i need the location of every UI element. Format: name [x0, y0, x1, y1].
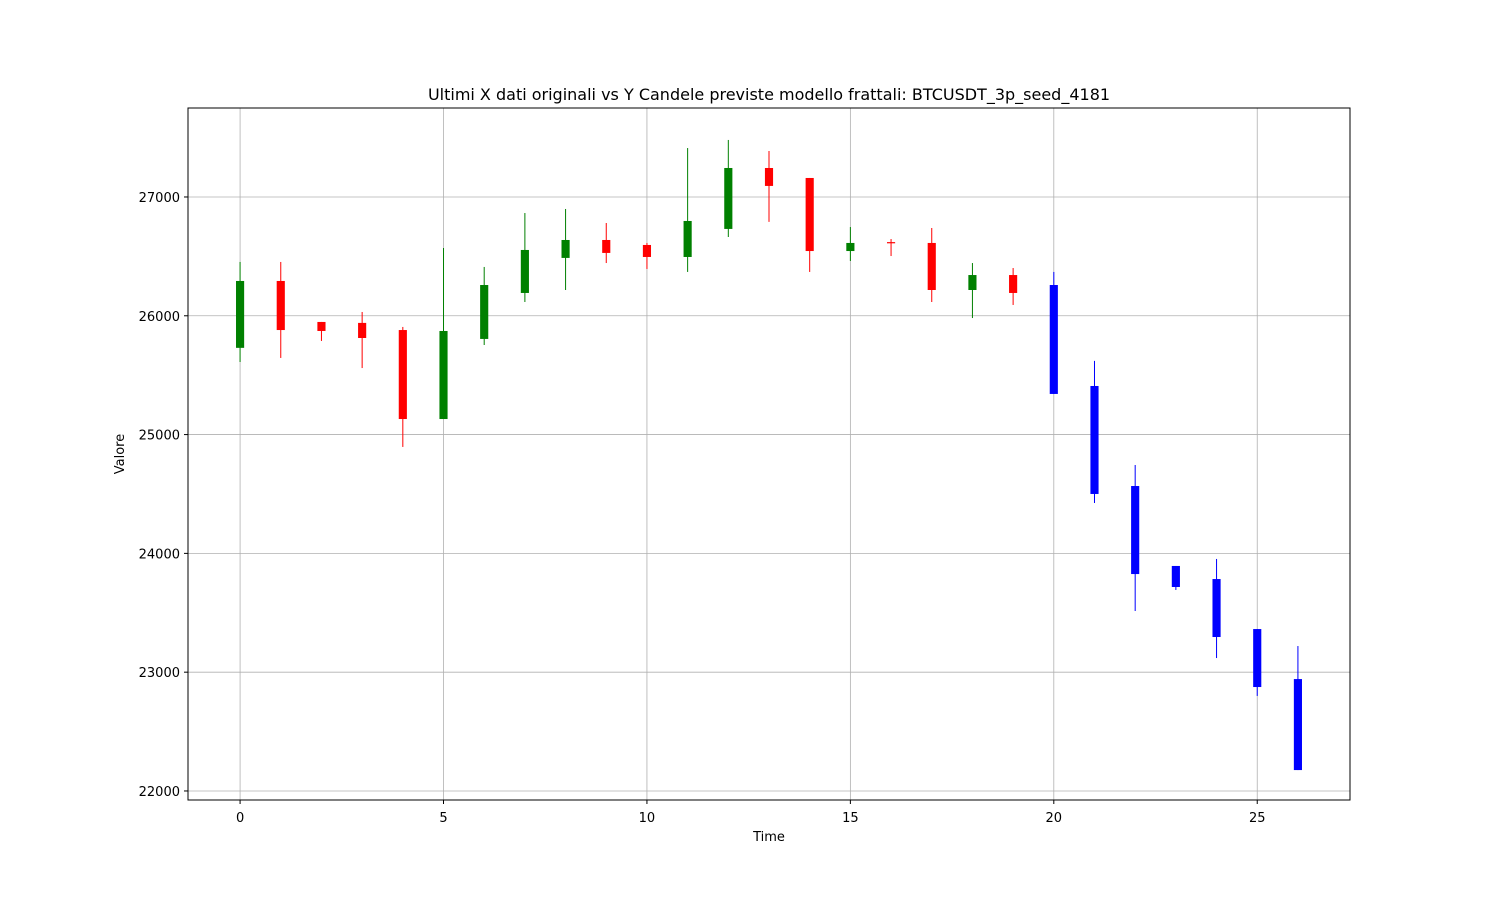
candle-body — [602, 239, 611, 253]
candle-body — [1171, 565, 1180, 587]
candle-body — [561, 239, 570, 258]
candle-body — [805, 177, 814, 252]
candle-body — [886, 242, 896, 244]
y-tick-label: 27000 — [139, 191, 180, 206]
candle-body — [764, 167, 774, 186]
chart-title: Ultimi X dati originali vs Y Candele pre… — [428, 85, 1110, 105]
candle-body — [1253, 629, 1262, 688]
x-tick-label: 15 — [842, 811, 859, 826]
candle-body — [439, 330, 448, 420]
y-tick-label: 25000 — [139, 429, 180, 444]
candle-body — [1009, 275, 1018, 293]
candle-body — [846, 242, 855, 252]
plot-frame — [187, 107, 1351, 801]
candle-body — [520, 249, 529, 293]
candle-body — [358, 322, 367, 338]
x-tick-label: 10 — [639, 811, 656, 826]
candle-body — [642, 244, 652, 257]
x-tick-label: 5 — [439, 811, 447, 826]
candle-body — [1212, 579, 1221, 638]
candle-body — [1090, 385, 1099, 494]
candle-body — [724, 167, 733, 229]
candles — [236, 139, 1302, 771]
grid — [188, 108, 1350, 800]
candle-body — [276, 280, 285, 331]
y-tick-label: 22000 — [139, 785, 180, 800]
y-tick-label: 23000 — [139, 666, 180, 681]
candle-body — [1293, 679, 1302, 771]
candle-body — [968, 275, 977, 290]
candle-body — [927, 242, 936, 290]
candle-body — [1049, 285, 1058, 394]
candle-body — [683, 220, 692, 257]
x-tick-label: 25 — [1249, 811, 1266, 826]
y-axis-label: Valore — [113, 434, 128, 474]
candle-body — [398, 330, 407, 420]
candle-body — [1131, 486, 1140, 575]
x-axis-label: Time — [752, 830, 785, 845]
x-tick-label: 20 — [1046, 811, 1063, 826]
x-tick-label: 0 — [236, 811, 244, 826]
candle-body — [236, 280, 245, 348]
candle-body — [480, 285, 489, 339]
y-tick-label: 24000 — [139, 547, 180, 562]
y-tick-label: 26000 — [139, 310, 180, 325]
candle-body — [317, 321, 326, 331]
